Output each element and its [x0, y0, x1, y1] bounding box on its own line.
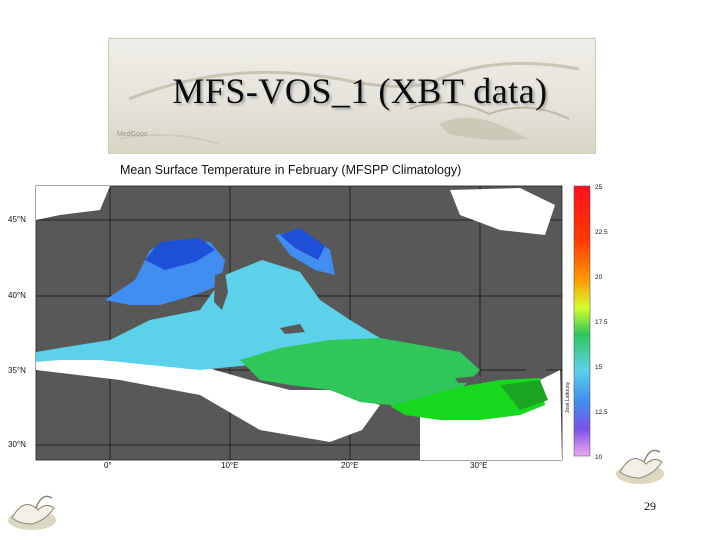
seagull-banner-art: [118, 61, 580, 145]
lon-label-20: 20°E: [341, 461, 359, 470]
sea-zone-coldest: [145, 238, 215, 270]
colorbar-label-15: 15: [595, 364, 603, 371]
lon-label-10: 10°E: [221, 461, 239, 470]
lat-label-45: 45°N: [8, 215, 26, 224]
atlantic-mask: [36, 186, 110, 220]
banner-watermark: MedGoos: [117, 131, 148, 138]
cyprus: [525, 366, 548, 375]
map-title: Mean Surface Temperature in February (MF…: [120, 163, 462, 177]
colorbar-label-25: 25: [595, 184, 603, 191]
colorbar-label-20: 20: [595, 274, 603, 281]
lat-label-30: 30°N: [8, 440, 26, 449]
colorbar-label-17-5: 17.5: [595, 319, 608, 326]
north-africa-mask: [36, 352, 380, 442]
sea-zone-mid: [36, 260, 380, 370]
map-credit: José Lattouny: [565, 381, 571, 413]
temperature-map: [35, 185, 591, 461]
colorbar-label-12-5: 12.5: [595, 409, 608, 416]
black-sea-mask: [450, 188, 555, 235]
levantine-warmest: [500, 380, 548, 410]
page-number: 29: [644, 499, 656, 513]
lat-label-35: 35°N: [8, 366, 26, 375]
lon-label-30: 30°E: [470, 461, 488, 470]
adriatic-coldest: [280, 228, 325, 260]
sicily: [280, 324, 305, 334]
lat-label-40: 40°N: [8, 291, 26, 300]
crete: [455, 376, 482, 383]
seagull-logo-right: [616, 449, 664, 484]
sea-zone-warm: [240, 338, 480, 406]
lon-label-0: 0°: [104, 461, 112, 470]
corsica-sardinia: [214, 272, 228, 310]
colorbar-label-10: 10: [595, 454, 603, 461]
colorbar: [573, 185, 591, 457]
title-banner: MedGoos: [108, 38, 596, 154]
slide-title: MFS-VOS_1 (XBT data): [172, 71, 548, 111]
seagull-logo-left: [8, 495, 56, 530]
colorbar-label-22-5: 22.5: [595, 229, 608, 236]
